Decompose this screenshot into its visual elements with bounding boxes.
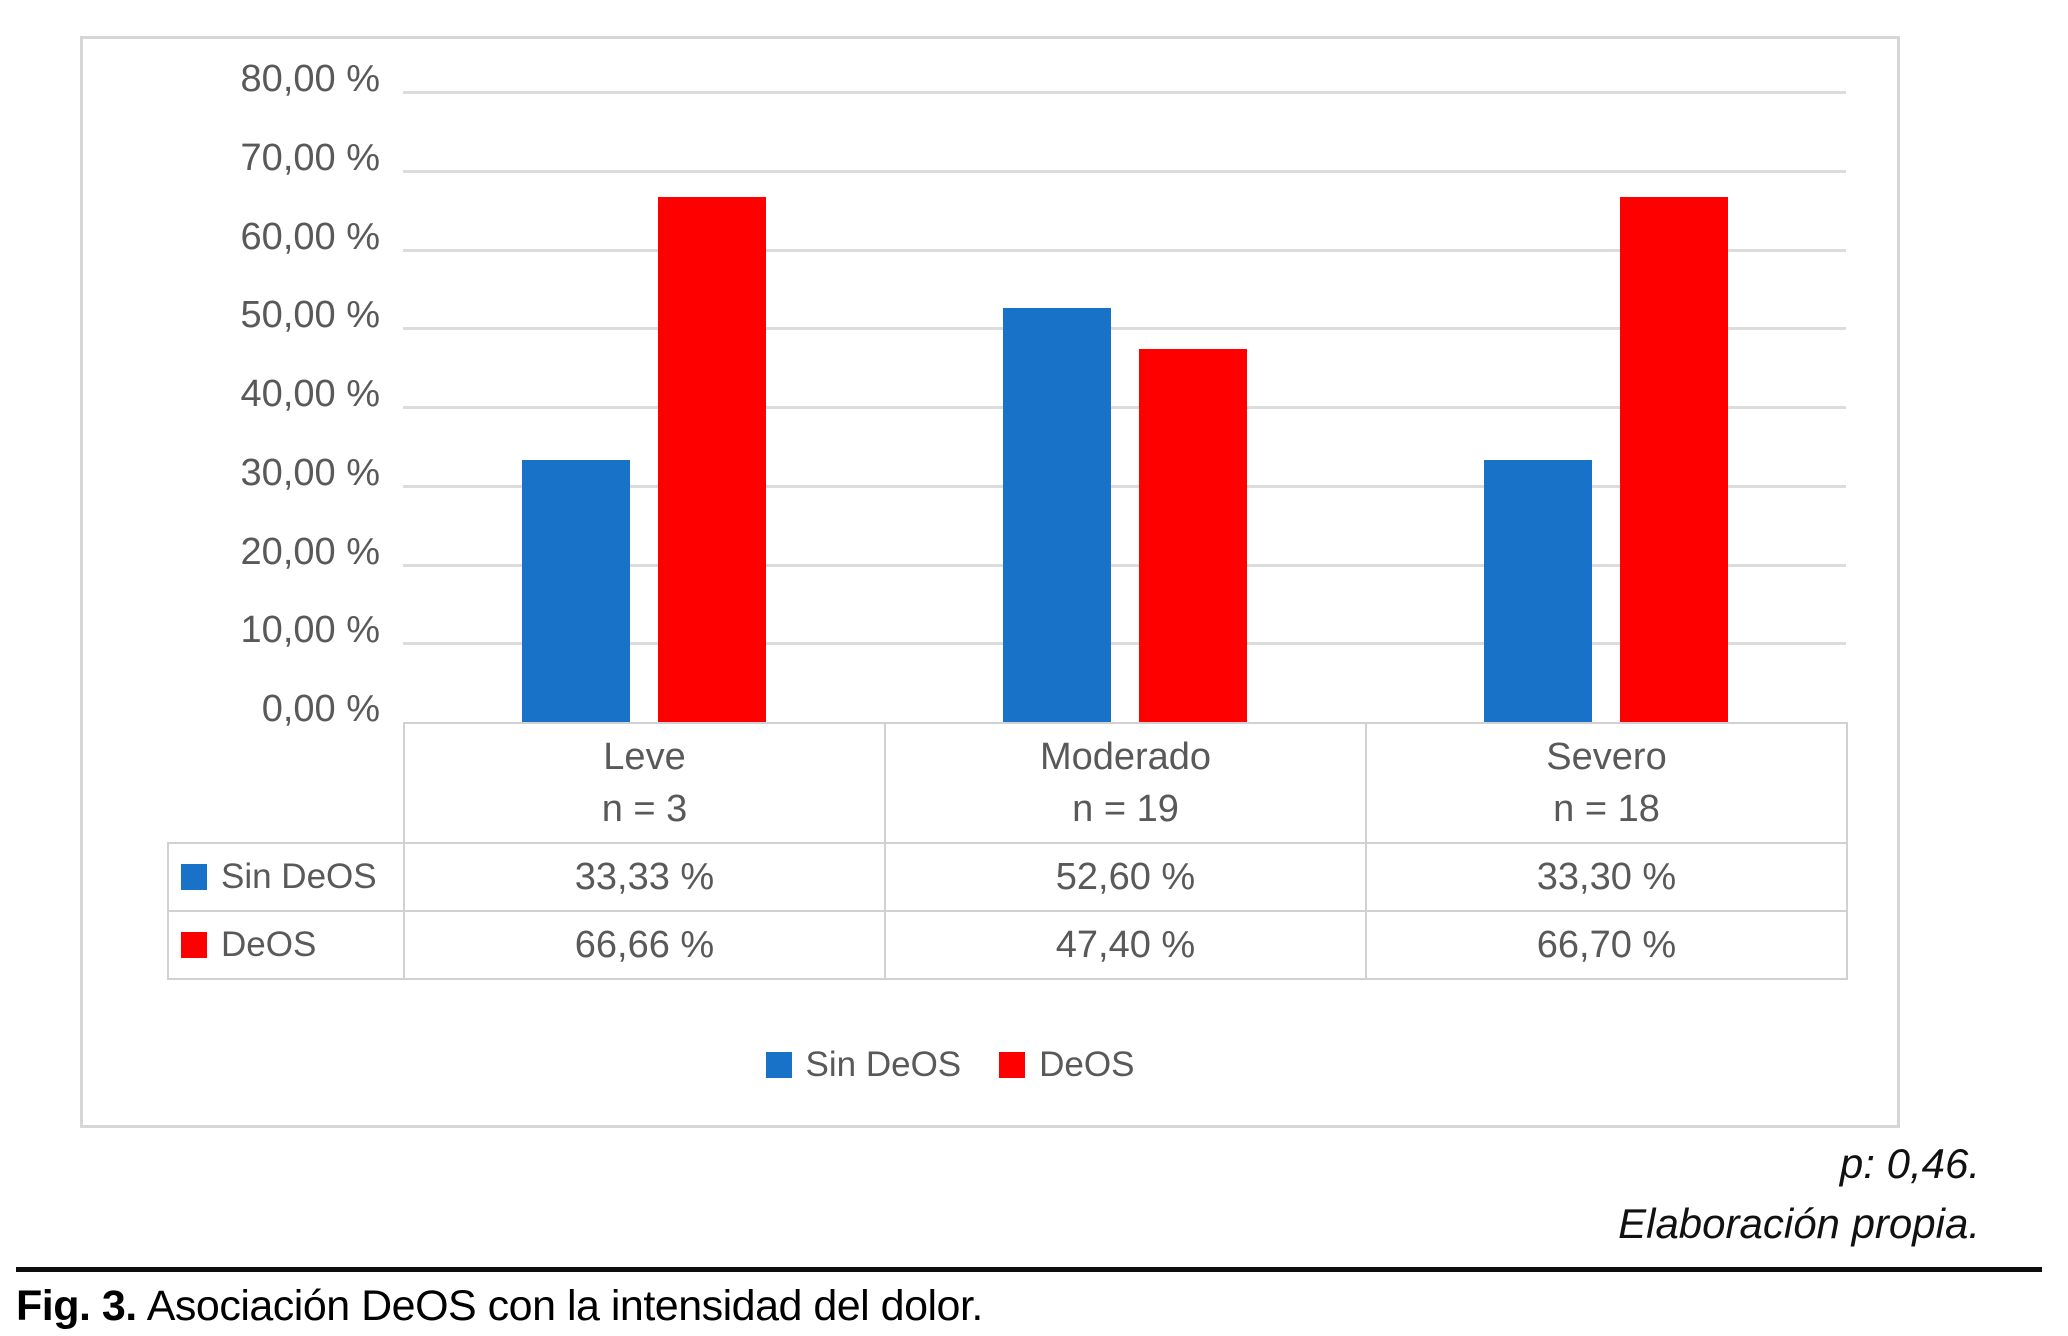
table-header-cell: Severo n = 18	[1365, 722, 1848, 844]
bar-sin-deos	[1002, 307, 1111, 722]
gridline	[403, 91, 1846, 94]
legend-key-icon	[765, 1052, 792, 1078]
gridline	[403, 563, 1846, 567]
legend-key-icon	[181, 864, 207, 890]
category-label: Moderado	[1039, 736, 1212, 778]
series-name-label: Sin DeOS	[221, 857, 377, 896]
category-n-label: n = 3	[601, 788, 688, 830]
bar-deos	[657, 197, 766, 722]
figure-caption: Fig. 3. Asociación DeOS con la intensidad…	[16, 1282, 983, 1331]
category-label: Leve	[603, 736, 686, 778]
table-value-cell: 47,40 %	[884, 910, 1367, 980]
y-axis-tick-label: 60,00 %	[240, 215, 380, 258]
y-axis-tick-label: 20,00 %	[240, 530, 380, 573]
legend-item: DeOS	[999, 1045, 1134, 1085]
gridline	[403, 169, 1846, 173]
gridline	[403, 327, 1846, 331]
table-value-cell: 66,66 %	[403, 910, 886, 980]
legend-item: Sin DeOS	[765, 1045, 962, 1085]
figure-caption-text: Asociación DeOS con la intensidad del do…	[146, 1282, 984, 1330]
y-axis-tick-label: 30,00 %	[240, 451, 380, 494]
legend-item-label: DeOS	[1039, 1045, 1135, 1084]
y-axis-tick-label: 10,00 %	[240, 609, 380, 652]
y-axis-tick-label: 50,00 %	[240, 294, 380, 337]
series-name-label: DeOS	[221, 925, 317, 964]
y-axis-tick-label: 0,00 %	[261, 688, 380, 730]
y-axis-tick-label: 70,00 %	[240, 136, 380, 179]
table-value-cell: 33,33 %	[403, 842, 886, 912]
table-series-label-cell: DeOS	[167, 910, 405, 980]
table-value-cell: 33,30 %	[1365, 842, 1848, 912]
table-value-cell: 66,70 %	[1365, 910, 1848, 980]
legend-item-label: Sin DeOS	[805, 1045, 962, 1084]
table-header-cell: Moderado n = 19	[884, 722, 1367, 844]
gridline	[403, 484, 1846, 488]
legend-key-icon	[999, 1052, 1026, 1078]
chart-legend: Sin DeOS DeOS	[80, 1040, 1820, 1090]
category-n-label: n = 19	[1072, 788, 1179, 830]
gridline	[403, 248, 1846, 252]
category-n-label: n = 18	[1553, 788, 1660, 830]
caption-rule	[16, 1267, 2042, 1272]
bar-deos	[1138, 348, 1247, 722]
legend-key-icon	[181, 932, 207, 958]
category-label: Severo	[1546, 736, 1667, 778]
table-series-label-cell: Sin DeOS	[167, 842, 405, 912]
gridline	[403, 642, 1846, 646]
chart-frame	[80, 36, 1900, 1128]
figure-caption-label: Fig. 3.	[16, 1282, 137, 1330]
table-value-cell: 52,60 %	[884, 842, 1367, 912]
bar-deos	[1619, 196, 1728, 722]
bar-sin-deos	[521, 459, 630, 722]
bar-sin-deos	[1483, 459, 1592, 722]
p-value-note: p: 0,46.	[1839, 1140, 1980, 1187]
gridline	[403, 406, 1846, 409]
table-header-cell: Leve n = 3	[403, 722, 886, 844]
y-axis-tick-label: 80,00 %	[240, 58, 380, 100]
source-note: Elaboración propia.	[1618, 1200, 1980, 1247]
y-axis-tick-label: 40,00 %	[240, 373, 380, 415]
